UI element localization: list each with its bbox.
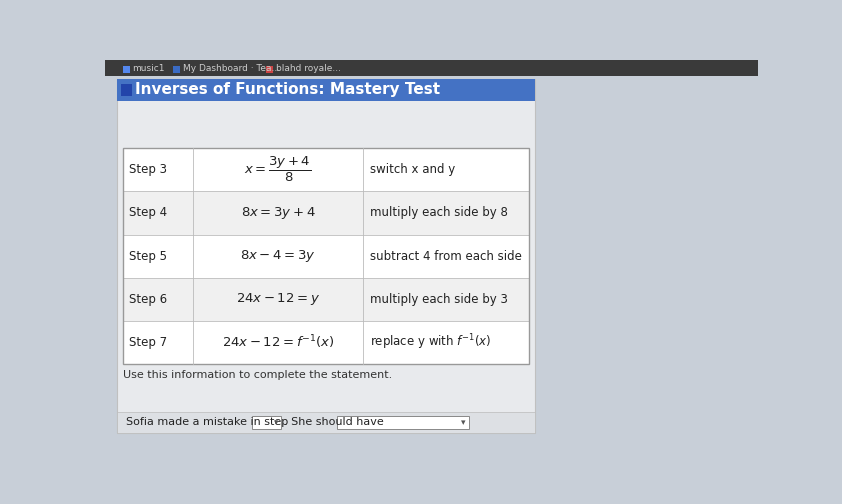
Text: Inverses of Functions: Mastery Test: Inverses of Functions: Mastery Test (136, 82, 440, 97)
Text: My Dashboard · Tea...: My Dashboard · Tea... (183, 65, 280, 74)
FancyBboxPatch shape (123, 234, 529, 278)
Text: $24x - 12 = y$: $24x - 12 = y$ (236, 291, 320, 307)
Text: multiply each side by 8: multiply each side by 8 (370, 207, 508, 219)
FancyBboxPatch shape (105, 60, 758, 76)
FancyBboxPatch shape (120, 84, 131, 96)
FancyBboxPatch shape (117, 79, 536, 100)
Text: subtract 4 from each side: subtract 4 from each side (370, 249, 521, 263)
Text: $8x - 4 = 3y$: $8x - 4 = 3y$ (240, 248, 316, 264)
Text: Step 3: Step 3 (130, 163, 168, 176)
Text: $8x = 3y + 4$: $8x = 3y + 4$ (241, 205, 316, 221)
Text: Step 5: Step 5 (130, 249, 168, 263)
Text: blahd royale...: blahd royale... (275, 65, 341, 74)
FancyBboxPatch shape (123, 66, 130, 73)
FancyBboxPatch shape (123, 148, 529, 192)
FancyBboxPatch shape (123, 321, 529, 364)
Text: Step 6: Step 6 (130, 293, 168, 306)
Text: ▾: ▾ (274, 418, 278, 427)
Text: switch x and y: switch x and y (370, 163, 455, 176)
FancyBboxPatch shape (117, 79, 536, 433)
FancyBboxPatch shape (123, 278, 529, 321)
Text: $x = \dfrac{3y+4}{8}$: $x = \dfrac{3y+4}{8}$ (244, 155, 312, 184)
Text: Sofia made a mistake in step: Sofia made a mistake in step (126, 417, 289, 427)
Text: music1: music1 (132, 65, 165, 74)
Text: replace y with $f^{-1}(x)$: replace y with $f^{-1}(x)$ (370, 333, 491, 352)
Text: ▾: ▾ (461, 418, 466, 427)
FancyBboxPatch shape (252, 416, 281, 429)
Text: . She should have: . She should have (285, 417, 384, 427)
Text: Step 7: Step 7 (130, 336, 168, 349)
Text: $24x - 12 = f^{-1}(x)$: $24x - 12 = f^{-1}(x)$ (221, 334, 334, 351)
FancyBboxPatch shape (117, 412, 536, 433)
FancyBboxPatch shape (266, 66, 274, 73)
FancyBboxPatch shape (123, 192, 529, 234)
Text: Use this information to complete the statement.: Use this information to complete the sta… (123, 369, 392, 380)
Text: Step 4: Step 4 (130, 207, 168, 219)
FancyBboxPatch shape (337, 416, 469, 429)
Text: multiply each side by 3: multiply each side by 3 (370, 293, 508, 306)
FancyBboxPatch shape (173, 66, 180, 73)
